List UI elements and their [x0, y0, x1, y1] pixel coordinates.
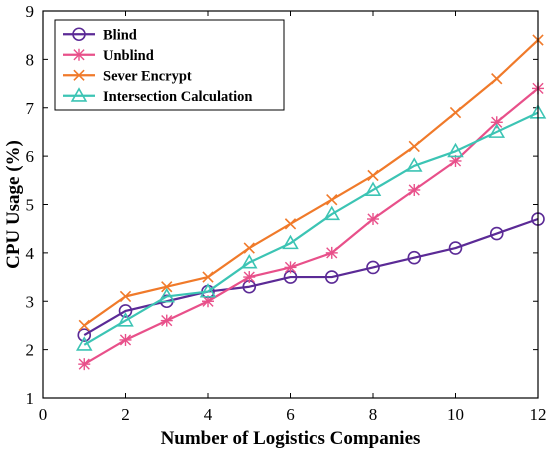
x-tick-label: 8: [369, 405, 378, 424]
data-point-marker: [488, 123, 506, 138]
series-line: [83, 39, 539, 327]
data-point-marker: [323, 205, 341, 221]
data-point-marker: [282, 234, 299, 250]
data-point-marker: [119, 290, 132, 303]
data-point-marker: [199, 283, 217, 298]
data-point-marker: [408, 140, 420, 153]
x-tick-label: 6: [286, 405, 295, 424]
legend-label: Intersection Calculation: [103, 89, 252, 105]
legend-label: Blind: [103, 27, 137, 43]
legend-label: Sever Encrypt: [103, 68, 192, 84]
data-point-marker: [489, 226, 504, 241]
data-point-marker: [118, 304, 133, 318]
series-line: [83, 87, 539, 366]
data-point-marker: [326, 193, 338, 206]
legend-item: Blind: [63, 27, 137, 43]
legend-item: Intersection Calculation: [63, 87, 252, 105]
x-tick-label: 0: [39, 405, 48, 424]
data-point-marker: [449, 106, 462, 119]
data-point-marker: [364, 181, 382, 196]
data-point-marker: [160, 314, 173, 327]
series-unblind: [78, 82, 544, 371]
data-point-marker: [161, 281, 173, 293]
data-point-marker: [77, 328, 92, 342]
data-point-marker: [78, 358, 91, 371]
data-point-marker: [407, 250, 422, 265]
x-tick-label: 12: [530, 405, 547, 424]
data-point-marker: [447, 142, 464, 158]
data-point-marker: [408, 183, 421, 196]
y-axis-label: CPU Usage (%): [3, 140, 24, 269]
data-point-marker: [158, 287, 176, 303]
x-tick-label: 2: [121, 405, 130, 424]
y-tick-label: 9: [26, 2, 35, 21]
data-point-marker: [73, 48, 85, 61]
legend: Blind Unblind Sever Encrypt Intersection Ca…: [54, 19, 285, 111]
data-point-marker: [284, 218, 297, 230]
data-point-marker: [240, 254, 258, 269]
data-point-marker: [367, 213, 379, 226]
x-tick-label: 10: [447, 405, 464, 424]
y-tick-label: 6: [26, 147, 35, 166]
data-point-marker: [119, 333, 132, 346]
data-point-marker: [491, 73, 503, 85]
series-layer: [75, 34, 547, 371]
y-tick-label: 2: [26, 341, 35, 360]
data-point-marker: [324, 270, 339, 284]
data-point-marker: [490, 116, 503, 129]
data-point-marker: [202, 271, 214, 283]
x-axis-label: Number of Logistics Companies: [161, 428, 421, 449]
data-point-marker: [366, 260, 380, 275]
legend-item: Sever Encrypt: [63, 68, 192, 84]
data-point-marker: [284, 261, 297, 274]
series-intersection-calculation: [75, 104, 547, 351]
data-point-marker: [70, 87, 88, 102]
data-point-marker: [367, 169, 379, 182]
y-tick-label: 7: [26, 99, 35, 118]
data-point-marker: [75, 336, 93, 351]
legend-label: Unblind: [103, 48, 154, 64]
series-blind: [77, 212, 545, 342]
y-tick-label: 1: [26, 389, 35, 408]
plot-area-frame: [42, 10, 539, 399]
y-tick-label: 3: [26, 292, 35, 311]
data-point-marker: [243, 242, 255, 254]
data-point-marker: [448, 241, 463, 255]
y-tick-label: 4: [26, 244, 35, 263]
data-point-marker: [243, 271, 256, 284]
data-point-marker: [405, 157, 423, 172]
data-point-marker: [325, 246, 338, 259]
y-tick-label: 5: [26, 196, 35, 215]
legend-item: Unblind: [63, 48, 154, 64]
data-point-marker: [117, 312, 134, 327]
data-point-marker: [73, 69, 85, 81]
x-tick-label: 4: [204, 405, 213, 424]
series-line: [83, 217, 539, 337]
y-tick-label: 8: [26, 50, 35, 69]
data-point-marker: [72, 27, 86, 42]
data-point-marker: [78, 319, 90, 332]
